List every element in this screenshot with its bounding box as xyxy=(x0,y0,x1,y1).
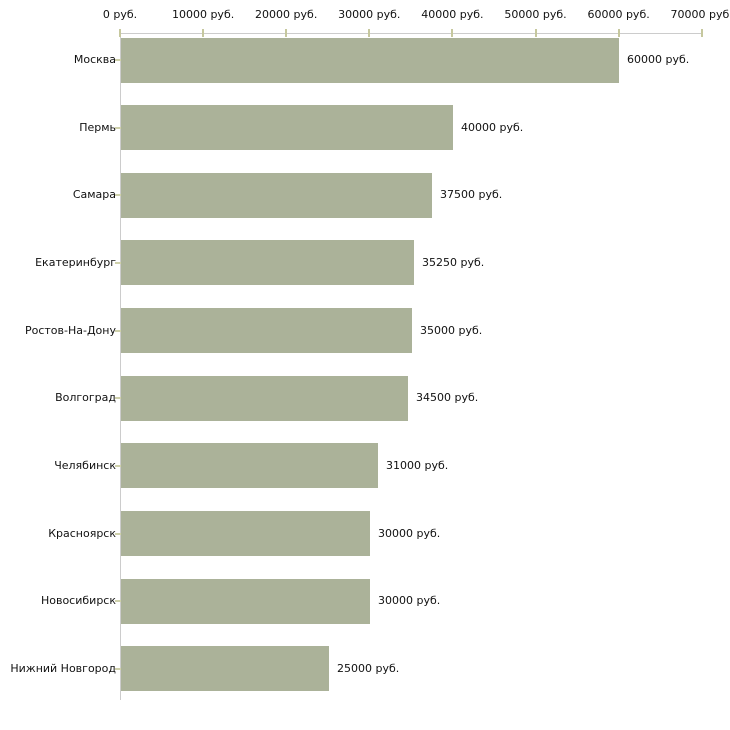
y-axis-tick-mark xyxy=(115,194,121,197)
category-label: Красноярск xyxy=(48,526,116,540)
y-axis-tick-mark xyxy=(115,532,121,535)
category-label: Пермь xyxy=(79,120,116,134)
value-label: 31000 руб. xyxy=(386,458,449,472)
y-axis-tick-mark xyxy=(115,464,121,467)
y-axis-tick-mark xyxy=(115,126,121,129)
y-axis-tick-mark xyxy=(115,600,121,603)
value-label: 34500 руб. xyxy=(416,391,479,405)
x-axis-tick-label: 70000 руб. xyxy=(670,8,730,21)
value-label: 30000 руб. xyxy=(378,594,441,608)
x-axis-tick-mark xyxy=(617,29,620,37)
category-label: Екатеринбург xyxy=(35,255,116,269)
x-axis-tick-mark xyxy=(368,29,371,37)
bar-2 xyxy=(121,105,453,151)
category-label: Самара xyxy=(72,188,116,202)
bar-1 xyxy=(121,37,619,83)
category-label: Москва xyxy=(73,53,116,66)
x-axis-tick-label: 10000 руб. xyxy=(171,8,235,21)
bar-5 xyxy=(121,308,412,354)
x-axis-tick-label: 40000 руб. xyxy=(421,8,484,21)
category-label: Челябинск xyxy=(54,458,116,472)
y-axis-tick-mark xyxy=(115,667,121,670)
value-label: 40000 руб. xyxy=(461,120,524,134)
value-label: 37500 руб. xyxy=(440,188,503,202)
x-axis-tick-label: 20000 руб. xyxy=(255,8,318,21)
bar-9 xyxy=(121,578,370,624)
x-axis-tick-mark xyxy=(700,29,703,37)
bar-8 xyxy=(121,511,370,557)
x-axis-tick-label: 30000 руб. xyxy=(338,8,401,21)
category-label: Волгоград xyxy=(55,391,116,405)
x-axis-tick-mark xyxy=(451,29,454,37)
y-axis-tick-mark xyxy=(115,329,121,332)
y-axis-line xyxy=(120,33,121,700)
bar-6 xyxy=(121,375,408,421)
x-axis-line xyxy=(120,33,703,34)
x-axis-tick-mark xyxy=(202,29,205,37)
x-axis-tick-mark xyxy=(119,29,121,37)
category-label: Новосибирск xyxy=(40,594,116,608)
y-axis-tick-mark xyxy=(115,397,121,400)
x-axis-tick-label: 0 руб. xyxy=(102,8,138,21)
bar-7 xyxy=(121,443,378,489)
bar-10 xyxy=(121,646,329,692)
x-axis-tick-label: 60000 руб. xyxy=(587,8,650,21)
x-axis-tick-label: 50000 руб. xyxy=(504,8,567,21)
value-label: 25000 руб. xyxy=(337,661,400,675)
category-label: Нижний Новгород xyxy=(10,661,116,675)
y-axis-tick-mark xyxy=(115,59,121,61)
x-axis-tick-mark xyxy=(534,29,537,37)
value-label: 60000 руб. xyxy=(627,53,690,66)
y-axis-tick-mark xyxy=(115,261,121,264)
value-label: 35250 руб. xyxy=(422,255,485,269)
x-axis-tick-mark xyxy=(285,29,288,37)
value-label: 35000 руб. xyxy=(420,323,483,337)
value-label: 30000 руб. xyxy=(378,526,441,540)
category-label: Ростов-На-Дону xyxy=(24,323,116,337)
bar-3 xyxy=(121,172,432,218)
bar-4 xyxy=(121,240,414,286)
